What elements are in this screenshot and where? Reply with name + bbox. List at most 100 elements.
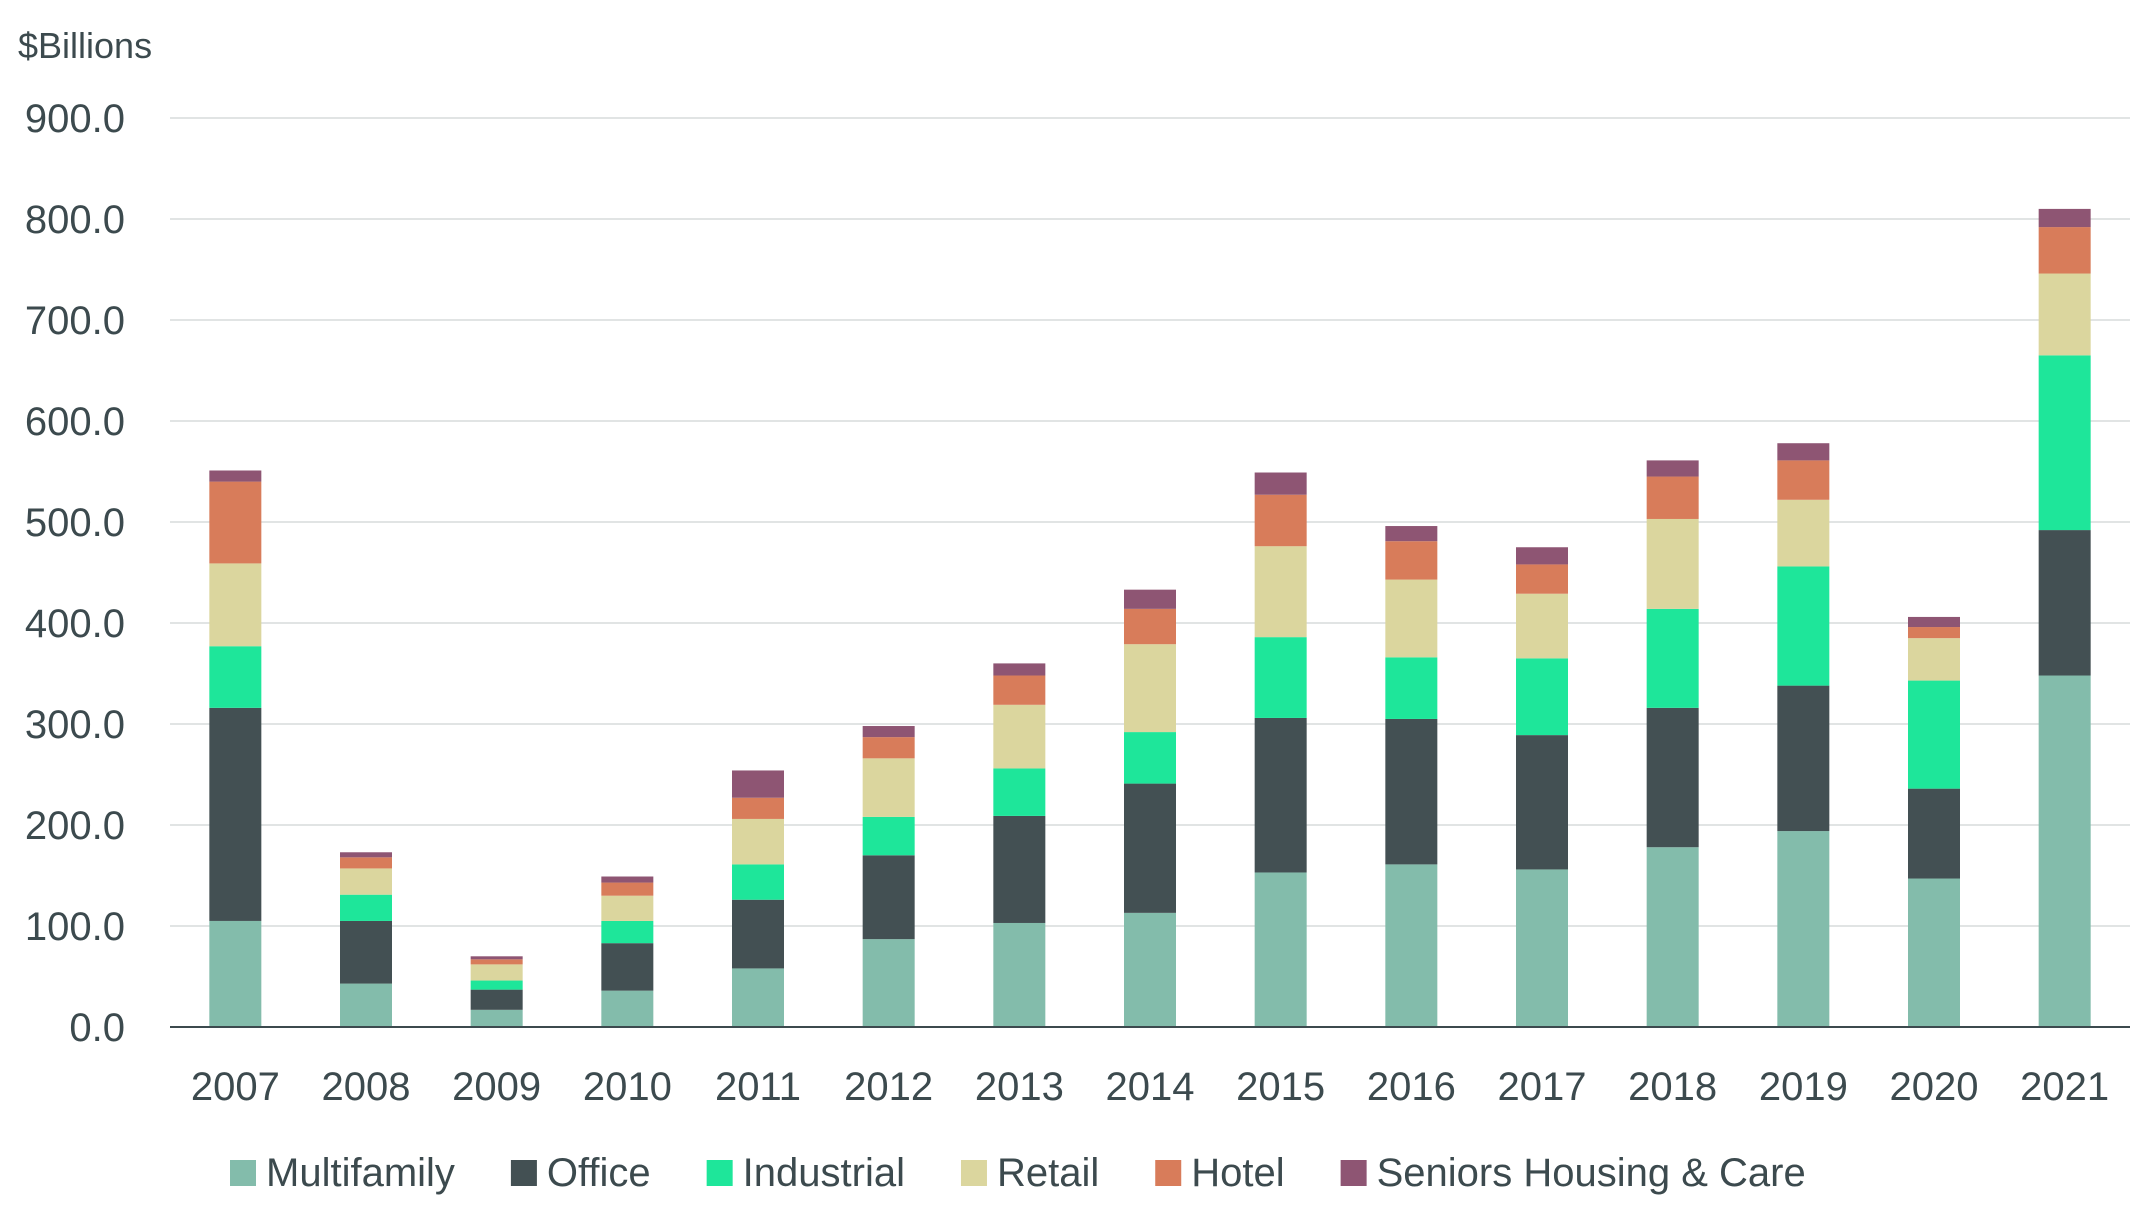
bar-segment-office: [1254, 717, 1307, 873]
bar-segment-multifamily: [470, 1009, 523, 1027]
legend-label: Retail: [997, 1151, 1099, 1195]
legend-item: Seniors Housing & Care: [1340, 1151, 1806, 1195]
bar-segment-retail: [1254, 546, 1307, 638]
bar-segment-retail: [732, 818, 784, 865]
bar-segment-multifamily: [1908, 878, 1960, 1027]
legend-swatch: [1155, 1160, 1182, 1186]
bar-segment-hotel: [862, 737, 915, 759]
bar-segment-industrial: [1385, 657, 1438, 719]
bar-segment-multifamily: [1646, 847, 1699, 1027]
bar-segment-industrial: [1254, 637, 1307, 718]
bar-segment-office: [862, 855, 915, 940]
x-tick-label: 2008: [322, 1065, 411, 1109]
y-tick-label: 300.0: [25, 703, 125, 747]
bar-segment-retail: [1646, 518, 1699, 609]
bar-segment-office: [1646, 707, 1699, 848]
x-tick-label: 2020: [1890, 1065, 1979, 1109]
bar-segment-hotel: [1385, 541, 1438, 580]
x-tick-label: 2011: [715, 1065, 801, 1109]
bar-stack-2021: [2038, 208, 2091, 1027]
legend: Multifamily Office Industrial Retail Hotel Se…: [230, 1151, 1806, 1195]
bar-segment-industrial: [2038, 355, 2091, 531]
bar-stack-2015: [1254, 472, 1307, 1027]
bar-stack-2018: [1646, 460, 1699, 1027]
bar-segment-seniors-housing-care: [209, 470, 262, 482]
bar-segment-industrial: [732, 864, 784, 900]
x-tick-label: 2007: [191, 1065, 280, 1109]
bar-segment-hotel: [209, 481, 262, 564]
x-tick-label: 2009: [452, 1065, 541, 1109]
bar-segment-seniors-housing-care: [1646, 460, 1699, 477]
bar-segment-hotel: [993, 675, 1046, 705]
bar-segment-industrial: [1777, 566, 1830, 686]
bar-segment-hotel: [1646, 476, 1699, 519]
bar-segment-hotel: [601, 882, 654, 896]
bar-segment-multifamily: [1254, 872, 1307, 1027]
x-tick-label: 2014: [1106, 1065, 1195, 1109]
bar-stack-2019: [1777, 443, 1830, 1027]
y-axis-ticks: 0.0 100.0 200.0 300.0 400.0 500.0 600.0 700.0 80…: [25, 97, 125, 1050]
bar-segment-seniors-housing-care: [732, 770, 784, 798]
bar-segment-retail: [1124, 644, 1176, 733]
legend-item: Retail: [960, 1151, 1099, 1195]
bar-segment-multifamily: [601, 990, 654, 1027]
bar-segment-multifamily: [1385, 864, 1438, 1027]
x-tick-label: 2016: [1367, 1065, 1456, 1109]
bar-segment-retail: [1908, 638, 1960, 681]
bar-segment-industrial: [993, 768, 1046, 816]
bar-segment-office: [1124, 783, 1176, 913]
x-axis-ticks: 2007 2008 2009 2010 2011 2012 2013 2014 2015 2016…: [191, 1065, 2109, 1109]
legend-swatch: [230, 1160, 256, 1186]
bar-stack-2009: [470, 956, 523, 1027]
y-tick-label: 600.0: [25, 400, 125, 444]
bar-stack-2010: [601, 876, 654, 1027]
bar-segment-industrial: [470, 980, 523, 990]
x-tick-label: 2015: [1236, 1065, 1325, 1109]
legend-item: Office: [510, 1151, 651, 1195]
bars: [209, 208, 2091, 1027]
legend-label: Multifamily: [266, 1151, 455, 1195]
legend-label: Hotel: [1191, 1151, 1284, 1195]
legend-label: Office: [547, 1151, 651, 1195]
bar-segment-seniors-housing-care: [862, 726, 915, 738]
bar-segment-retail: [470, 964, 523, 981]
bar-stack-2014: [1124, 589, 1176, 1027]
bar-segment-seniors-housing-care: [1516, 547, 1568, 565]
y-tick-label: 900.0: [25, 97, 125, 141]
bar-segment-hotel: [340, 857, 392, 869]
bar-segment-office: [1385, 718, 1438, 865]
x-tick-label: 2017: [1498, 1065, 1587, 1109]
bar-segment-office: [1777, 685, 1830, 832]
bar-segment-seniors-housing-care: [1385, 526, 1438, 542]
bar-segment-office: [340, 920, 392, 984]
bar-segment-multifamily: [1777, 831, 1830, 1027]
y-tick-label: 800.0: [25, 198, 125, 242]
x-tick-label: 2010: [583, 1065, 672, 1109]
bar-segment-seniors-housing-care: [1124, 589, 1176, 609]
bar-segment-industrial: [862, 816, 915, 856]
bar-stack-2016: [1385, 526, 1438, 1027]
bar-segment-retail: [340, 868, 392, 895]
bar-segment-office: [1908, 788, 1960, 879]
bar-segment-seniors-housing-care: [1254, 472, 1307, 495]
bar-segment-multifamily: [209, 920, 262, 1027]
bar-segment-seniors-housing-care: [993, 663, 1046, 676]
bar-segment-office: [993, 815, 1046, 923]
bar-segment-hotel: [732, 797, 784, 819]
x-tick-label: 2018: [1628, 1065, 1717, 1109]
x-tick-label: 2013: [975, 1065, 1064, 1109]
bar-segment-retail: [993, 704, 1046, 769]
y-tick-label: 100.0: [25, 905, 125, 949]
bar-segment-office: [470, 989, 523, 1010]
bar-segment-multifamily: [2038, 675, 2091, 1027]
bar-stack-2011: [732, 770, 784, 1027]
bar-segment-seniors-housing-care: [601, 876, 654, 883]
bar-segment-hotel: [2038, 227, 2091, 274]
bar-stack-2013: [993, 663, 1046, 1027]
x-tick-label: 2019: [1759, 1065, 1848, 1109]
bar-stack-2008: [340, 852, 392, 1027]
bar-segment-seniors-housing-care: [1777, 443, 1830, 461]
y-tick-label: 500.0: [25, 501, 125, 545]
bar-stack-2017: [1516, 547, 1568, 1027]
